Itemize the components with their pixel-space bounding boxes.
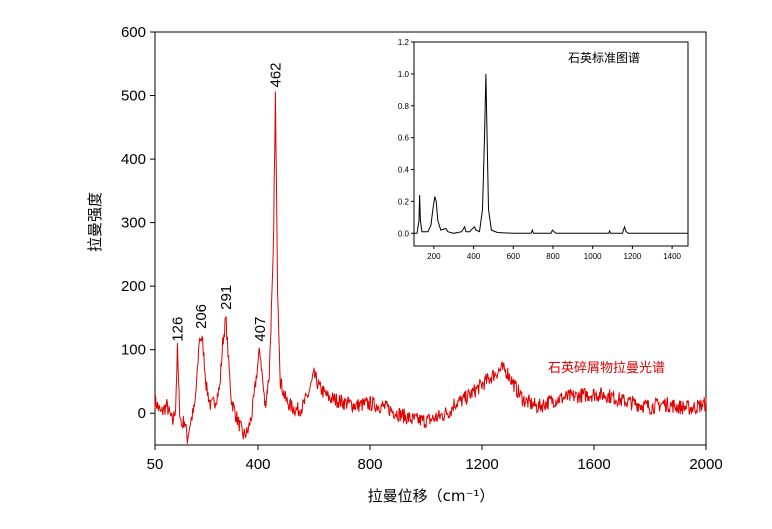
y-tick-label: 600	[121, 24, 146, 41]
y-tick-label: 0	[138, 405, 146, 422]
inset-x-tick-label: 1400	[663, 252, 681, 261]
x-tick-label: 400	[245, 456, 270, 473]
inset-y-tick-label: 0.6	[398, 134, 410, 143]
peak-label: 291	[218, 285, 235, 310]
inset-plot-frame	[413, 41, 689, 247]
inset-y-tick-label: 0.8	[398, 102, 410, 111]
x-tick-label: 50	[147, 456, 164, 473]
inset-y-tick-label: 1.2	[398, 38, 410, 47]
x-tick-label: 800	[357, 456, 382, 473]
x-tick-label: 1200	[465, 456, 498, 473]
peak-label: 407	[252, 317, 269, 342]
y-tick-label: 500	[121, 88, 146, 105]
main-plot-area	[154, 31, 707, 446]
inset-x-tick-label: 400	[467, 252, 481, 261]
inset-x-tick-label: 600	[507, 252, 521, 261]
inset-title: 石英标准图谱	[568, 51, 640, 65]
inset-y-tick-label: 1.0	[398, 70, 410, 79]
inset-y-tick-label: 0.0	[398, 229, 410, 238]
y-tick-label: 200	[121, 278, 146, 295]
y-tick-label: 400	[121, 151, 146, 168]
peak-label: 126	[169, 317, 186, 342]
inset-axis-ticks: 200 400 600 800 1000 1200 1400 0.0 0.2 0.4 0.6 0.8 1…	[398, 38, 682, 261]
inset-y-tick-label: 0.4	[398, 166, 410, 175]
main-series-layer	[154, 91, 707, 444]
x-tick-label: 2000	[689, 456, 722, 473]
inset-x-tick-label: 1000	[584, 252, 602, 261]
peak-label: 206	[193, 304, 210, 329]
inset-series-layer	[414, 73, 688, 234]
inset-x-tick-label: 1200	[624, 252, 642, 261]
main-plot-frame	[154, 31, 707, 446]
peak-label: 462	[267, 62, 284, 87]
inset-x-tick-label: 800	[546, 252, 560, 261]
series-legend-label: 石英碎屑物拉曼光谱	[548, 361, 665, 376]
inset-spectrum-line	[414, 73, 688, 234]
inset-x-tick-label: 200	[427, 252, 441, 261]
spectrum-line	[154, 91, 707, 444]
x-tick-label: 1600	[577, 456, 610, 473]
y-tick-label: 100	[121, 342, 146, 359]
inset-chart: 200 400 600 800 1000 1200 1400 0.0 0.2 0.4 0.6 0.8 1…	[398, 38, 689, 261]
x-axis-title: 拉曼位移（cm⁻¹）	[368, 487, 495, 505]
inset-y-tick-label: 0.2	[398, 197, 410, 206]
y-axis-title: 拉曼强度	[86, 192, 104, 252]
peak-annotations: 126 206 291 407 462	[169, 62, 284, 341]
main-axis-ticks: 50 400 800 1200 1600 2000 0 100 200 300 400 500 600	[121, 24, 723, 473]
y-tick-label: 300	[121, 215, 146, 232]
inset-plot-area	[413, 41, 689, 247]
